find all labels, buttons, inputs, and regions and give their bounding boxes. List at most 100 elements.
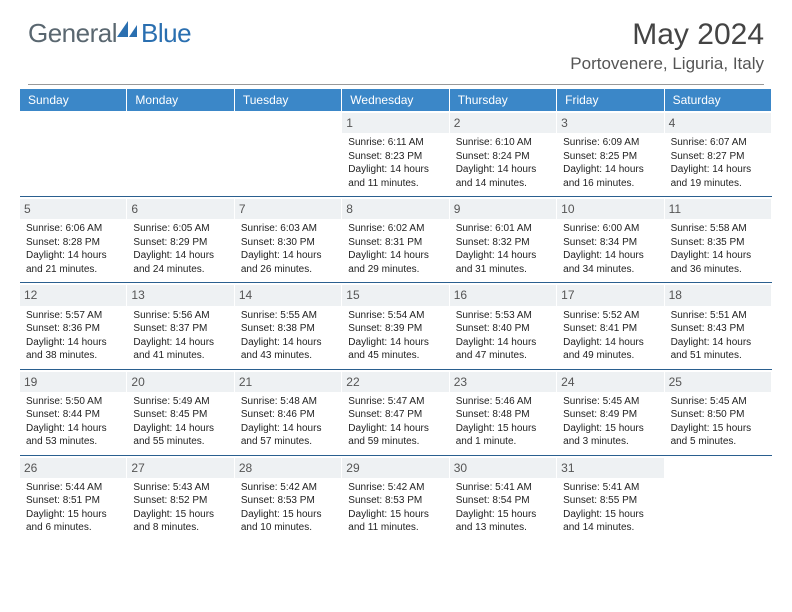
daylight-line-1: Daylight: 14 hours (348, 336, 442, 350)
sunset-line: Sunset: 8:50 PM (671, 408, 765, 422)
calendar-cell: 2Sunrise: 6:10 AMSunset: 8:24 PMDaylight… (450, 111, 557, 196)
sunrise-line: Sunrise: 5:49 AM (133, 395, 227, 409)
daylight-line-2: and 38 minutes. (26, 349, 120, 363)
sunrise-line: Sunrise: 5:45 AM (563, 395, 657, 409)
sunrise-line: Sunrise: 6:02 AM (348, 222, 442, 236)
daylight-line-1: Daylight: 15 hours (563, 508, 657, 522)
day-number: 19 (20, 372, 126, 392)
dayhead-friday: Friday (557, 89, 664, 111)
day-number: 10 (557, 199, 663, 219)
sunrise-line: Sunrise: 5:52 AM (563, 309, 657, 323)
calendar-cell: 3Sunrise: 6:09 AMSunset: 8:25 PMDaylight… (557, 111, 664, 196)
calendar-cell: 19Sunrise: 5:50 AMSunset: 8:44 PMDayligh… (20, 370, 127, 455)
daylight-line-1: Daylight: 14 hours (671, 249, 765, 263)
day-number: 14 (235, 285, 341, 305)
calendar-cell: 9Sunrise: 6:01 AMSunset: 8:32 PMDaylight… (450, 197, 557, 282)
calendar-cell: 16Sunrise: 5:53 AMSunset: 8:40 PMDayligh… (450, 283, 557, 368)
day-number: 15 (342, 285, 448, 305)
month-title: May 2024 (570, 18, 764, 52)
calendar-cell: 6Sunrise: 6:05 AMSunset: 8:29 PMDaylight… (127, 197, 234, 282)
day-number: 16 (450, 285, 556, 305)
daylight-line-1: Daylight: 14 hours (671, 163, 765, 177)
day-number: 11 (665, 199, 771, 219)
calendar-cell: 13Sunrise: 5:56 AMSunset: 8:37 PMDayligh… (127, 283, 234, 368)
daylight-line-2: and 14 minutes. (456, 177, 550, 191)
calendar-cell: 7Sunrise: 6:03 AMSunset: 8:30 PMDaylight… (235, 197, 342, 282)
sunrise-line: Sunrise: 6:10 AM (456, 136, 550, 150)
daylight-line-1: Daylight: 15 hours (456, 508, 550, 522)
calendar-cell: 18Sunrise: 5:51 AMSunset: 8:43 PMDayligh… (665, 283, 772, 368)
day-number: 2 (450, 113, 556, 133)
dayhead-saturday: Saturday (665, 89, 772, 111)
daylight-line-2: and 3 minutes. (563, 435, 657, 449)
sunset-line: Sunset: 8:28 PM (26, 236, 120, 250)
daylight-line-1: Daylight: 14 hours (563, 163, 657, 177)
daylight-line-1: Daylight: 14 hours (133, 336, 227, 350)
sunset-line: Sunset: 8:49 PM (563, 408, 657, 422)
sunrise-line: Sunrise: 5:55 AM (241, 309, 335, 323)
header: General Blue May 2024 Portovenere, Ligur… (0, 0, 792, 80)
day-number: 28 (235, 458, 341, 478)
dayhead-monday: Monday (127, 89, 234, 111)
daylight-line-2: and 19 minutes. (671, 177, 765, 191)
day-number: 9 (450, 199, 556, 219)
day-number: 4 (665, 113, 771, 133)
sunset-line: Sunset: 8:39 PM (348, 322, 442, 336)
daylight-line-2: and 51 minutes. (671, 349, 765, 363)
daylight-line-1: Daylight: 14 hours (26, 249, 120, 263)
location: Portovenere, Liguria, Italy (570, 54, 764, 74)
sunrise-line: Sunrise: 5:43 AM (133, 481, 227, 495)
calendar-cell: 4Sunrise: 6:07 AMSunset: 8:27 PMDaylight… (665, 111, 772, 196)
calendar-cell: 11Sunrise: 5:58 AMSunset: 8:35 PMDayligh… (665, 197, 772, 282)
daylight-line-2: and 29 minutes. (348, 263, 442, 277)
sunrise-line: Sunrise: 5:42 AM (348, 481, 442, 495)
calendar-cell: . (127, 111, 234, 196)
sunrise-line: Sunrise: 6:09 AM (563, 136, 657, 150)
daylight-line-1: Daylight: 15 hours (26, 508, 120, 522)
calendar-cell: 8Sunrise: 6:02 AMSunset: 8:31 PMDaylight… (342, 197, 449, 282)
calendar-cell: . (665, 456, 772, 541)
daylight-line-1: Daylight: 14 hours (348, 163, 442, 177)
sunrise-line: Sunrise: 6:01 AM (456, 222, 550, 236)
sunset-line: Sunset: 8:41 PM (563, 322, 657, 336)
day-number: 24 (557, 372, 663, 392)
sunset-line: Sunset: 8:30 PM (241, 236, 335, 250)
day-number: 12 (20, 285, 126, 305)
day-number: 27 (127, 458, 233, 478)
logo: General Blue (28, 18, 191, 49)
sunset-line: Sunset: 8:48 PM (456, 408, 550, 422)
daylight-line-1: Daylight: 14 hours (348, 422, 442, 436)
sail-icon (117, 21, 139, 39)
logo-text-blue: Blue (141, 18, 191, 49)
daylight-line-2: and 34 minutes. (563, 263, 657, 277)
daylight-line-2: and 1 minute. (456, 435, 550, 449)
daylight-line-2: and 57 minutes. (241, 435, 335, 449)
sunset-line: Sunset: 8:55 PM (563, 494, 657, 508)
calendar-cell: 20Sunrise: 5:49 AMSunset: 8:45 PMDayligh… (127, 370, 234, 455)
sunset-line: Sunset: 8:34 PM (563, 236, 657, 250)
day-number: 1 (342, 113, 448, 133)
sunset-line: Sunset: 8:45 PM (133, 408, 227, 422)
calendar-cell: . (235, 111, 342, 196)
sunrise-line: Sunrise: 5:51 AM (671, 309, 765, 323)
day-number: 26 (20, 458, 126, 478)
daylight-line-2: and 8 minutes. (133, 521, 227, 535)
daylight-line-1: Daylight: 15 hours (563, 422, 657, 436)
sunrise-line: Sunrise: 5:41 AM (456, 481, 550, 495)
day-number: 20 (127, 372, 233, 392)
daylight-line-2: and 45 minutes. (348, 349, 442, 363)
sunrise-line: Sunrise: 5:48 AM (241, 395, 335, 409)
sunset-line: Sunset: 8:31 PM (348, 236, 442, 250)
sunrise-line: Sunrise: 6:07 AM (671, 136, 765, 150)
daylight-line-1: Daylight: 14 hours (563, 249, 657, 263)
daylight-line-1: Daylight: 14 hours (456, 249, 550, 263)
daylight-line-1: Daylight: 14 hours (563, 336, 657, 350)
daylight-line-2: and 11 minutes. (348, 177, 442, 191)
sunrise-line: Sunrise: 5:45 AM (671, 395, 765, 409)
daylight-line-2: and 26 minutes. (241, 263, 335, 277)
sunset-line: Sunset: 8:47 PM (348, 408, 442, 422)
daylight-line-1: Daylight: 14 hours (348, 249, 442, 263)
daylight-line-1: Daylight: 15 hours (456, 422, 550, 436)
daylight-line-1: Daylight: 14 hours (456, 163, 550, 177)
day-number: 6 (127, 199, 233, 219)
